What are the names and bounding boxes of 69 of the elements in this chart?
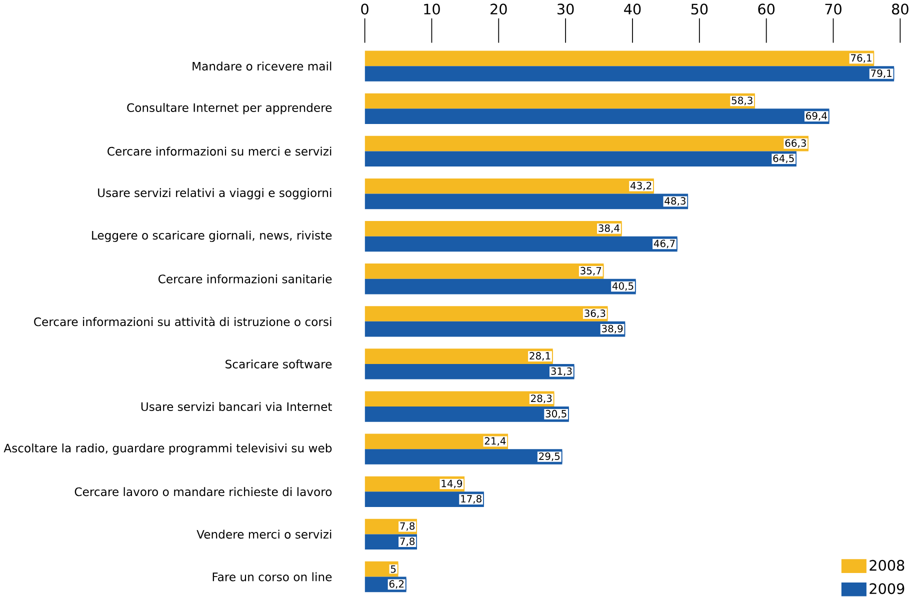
bar xyxy=(364,194,688,210)
bar xyxy=(364,364,574,380)
data-label: 14,9 xyxy=(442,480,462,488)
bar xyxy=(364,178,654,194)
data-label: 79,1 xyxy=(871,69,892,78)
data-label: 7,8 xyxy=(400,522,415,531)
bar xyxy=(364,449,562,464)
bar xyxy=(364,220,622,236)
data-label: 31,3 xyxy=(551,367,572,376)
bar xyxy=(364,306,608,322)
y-tick-label: Ascoltare la radio, guardare programmi televisivi su web xyxy=(4,443,332,455)
y-tick-label: Leggere o scaricare giornali, news, riviste xyxy=(92,230,332,242)
bar xyxy=(364,321,626,337)
data-label: 66,3 xyxy=(785,139,806,148)
y-tick-label: Vendere merci o servizi xyxy=(196,530,332,539)
data-label: 38,9 xyxy=(602,324,623,334)
data-label: 69,4 xyxy=(806,112,827,120)
y-tick-label: Cercare informazioni su attività di istruzione o corsi xyxy=(34,316,332,326)
bar xyxy=(364,348,553,364)
y-tick-label: Usare servizi bancari via Internet xyxy=(141,402,332,411)
y-tick-label: Scaricare software xyxy=(226,359,332,368)
x-tick-label: 20 xyxy=(490,4,507,14)
data-label: 5 xyxy=(390,565,396,573)
bar xyxy=(364,66,894,82)
bar xyxy=(364,50,874,66)
data-label: 36,3 xyxy=(584,309,606,318)
y-tick-label: Cercare lavoro o mandare richieste di lavoro xyxy=(74,487,332,496)
x-tick-label: 80 xyxy=(892,4,908,14)
data-label: 28,1 xyxy=(530,352,550,361)
data-label: 48,3 xyxy=(664,197,686,206)
y-tick-label: Cercare informazioni su merci e servizi xyxy=(108,146,332,156)
legend-label: 2009 xyxy=(870,583,904,594)
x-tick-label: 70 xyxy=(825,4,842,14)
data-label: 28,3 xyxy=(531,394,552,404)
bar xyxy=(364,136,809,152)
x-tick-label: 40 xyxy=(624,4,641,14)
data-label: 43,2 xyxy=(630,182,652,190)
x-tick-label: 60 xyxy=(758,4,775,14)
bar xyxy=(364,236,678,252)
legend-label: 2008 xyxy=(870,560,904,571)
y-tick-label: Consultare Internet per apprendere xyxy=(127,102,332,114)
data-label: 40,5 xyxy=(612,282,634,291)
x-tick-label: 10 xyxy=(424,4,440,14)
bar xyxy=(364,93,755,109)
bar xyxy=(364,151,796,166)
bar xyxy=(364,391,554,406)
bar xyxy=(364,108,830,124)
y-tick-label: Cercare informazioni sanitarie xyxy=(158,274,332,284)
data-label: 64,5 xyxy=(773,154,794,164)
data-label: 7,8 xyxy=(400,538,415,546)
data-label: 30,5 xyxy=(546,410,566,418)
y-tick-label: Fare un corso on line xyxy=(212,572,332,582)
data-label: 21,4 xyxy=(484,437,506,446)
bar xyxy=(364,263,604,279)
data-label: 17,8 xyxy=(461,494,482,504)
bar xyxy=(364,278,636,294)
data-label: 46,7 xyxy=(654,240,675,248)
data-label: 38,4 xyxy=(598,224,620,233)
x-tick-label: 0 xyxy=(361,4,368,14)
data-label: 58,3 xyxy=(732,96,752,106)
data-label: 29,5 xyxy=(539,452,560,461)
data-label: 35,7 xyxy=(580,266,602,276)
x-tick-label: 30 xyxy=(558,4,574,14)
y-tick-label: Usare servizi relativi a viaggi e soggiorni xyxy=(98,188,332,200)
bar xyxy=(364,406,569,422)
data-label: 76,1 xyxy=(851,54,872,63)
y-tick-label: Mandare o ricevere mail xyxy=(192,62,332,71)
x-tick-label: 50 xyxy=(691,4,708,14)
data-label: 6,2 xyxy=(389,580,404,589)
